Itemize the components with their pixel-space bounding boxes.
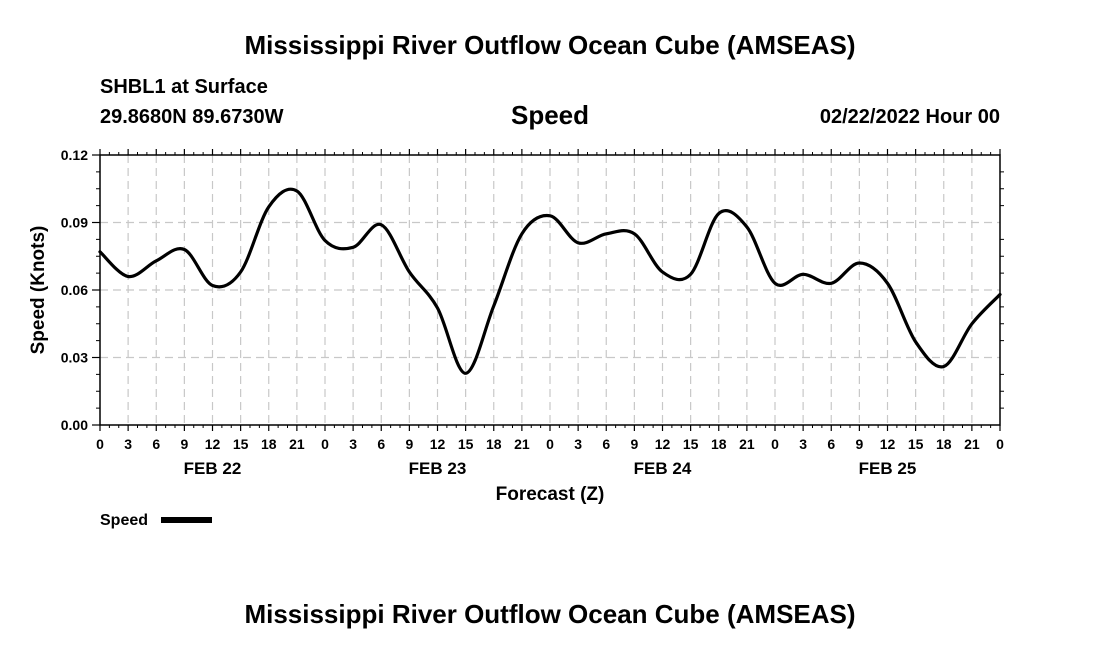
x-tick-label: 0 xyxy=(996,436,1004,452)
y-axis-label: Speed (Knots) xyxy=(28,226,49,355)
x-tick-label: 12 xyxy=(655,436,671,452)
date-label: FEB 25 xyxy=(859,459,917,478)
grid xyxy=(100,155,1000,425)
x-tick-label: 0 xyxy=(321,436,329,452)
date-labels: FEB 22 FEB 23 FEB 24 FEB 25 xyxy=(184,459,917,478)
x-tick-label: 18 xyxy=(486,436,502,452)
x-tick-label: 0 xyxy=(771,436,779,452)
x-tick-label: 9 xyxy=(630,436,638,452)
x-tick-label: 6 xyxy=(152,436,160,452)
x-tick-label: 12 xyxy=(430,436,446,452)
x-tick-label: 9 xyxy=(855,436,863,452)
series-layer xyxy=(98,187,1002,375)
plot-frame xyxy=(99,154,1001,426)
x-tick-label: 15 xyxy=(233,436,249,452)
x-tick-label: 0 xyxy=(546,436,554,452)
variable-title: Speed xyxy=(510,100,590,130)
x-tick-label: 15 xyxy=(458,436,474,452)
y-tick-label: 0.00 xyxy=(61,417,88,433)
x-tick-label: 18 xyxy=(261,436,277,452)
date-label: FEB 22 xyxy=(184,459,242,478)
speed-series-line xyxy=(98,187,1002,375)
y-tick-label: 0.06 xyxy=(61,282,88,298)
x-tick-label: 6 xyxy=(827,436,835,452)
station-label: SHBL1 at Surface xyxy=(100,76,268,98)
y-tick-label: 0.12 xyxy=(61,147,88,163)
x-tick-label: 21 xyxy=(289,436,305,452)
y-tick-label: 0.09 xyxy=(61,215,88,231)
forecast-datetime: 02/22/2022 Hour 00 xyxy=(819,106,1000,128)
y-tick-labels: 0.00 0.03 0.06 0.09 0.12 xyxy=(61,147,88,433)
y-tick-label: 0.03 xyxy=(61,350,88,366)
x-tick-label: 12 xyxy=(205,436,221,452)
x-tick-label: 3 xyxy=(799,436,807,452)
x-tick-label: 15 xyxy=(908,436,924,452)
x-tick-label: 6 xyxy=(602,436,610,452)
x-tick-label: 12 xyxy=(880,436,896,452)
x-tick-label: 18 xyxy=(936,436,952,452)
x-tick-label: 21 xyxy=(739,436,755,452)
x-tick-label: 3 xyxy=(349,436,357,452)
legend-label: Speed xyxy=(100,512,148,529)
x-tick-labels: 0 3 6 9 12 15 18 21 0 3 6 9 12 15 18 21 0 3 6 9 12 15 18 21 0 3 6 9… xyxy=(96,436,1004,452)
coordinates-label: 29.8680N 89.6730W xyxy=(100,106,284,128)
footer-title: Mississippi River Outflow Ocean Cube (AM… xyxy=(244,599,856,629)
x-axis-label: Forecast (Z) xyxy=(496,484,605,505)
x-tick-label: 15 xyxy=(683,436,699,452)
x-tick-label: 18 xyxy=(711,436,727,452)
chart-title: Mississippi River Outflow Ocean Cube (AM… xyxy=(244,30,856,60)
x-tick-label: 21 xyxy=(514,436,530,452)
date-label: FEB 23 xyxy=(409,459,467,478)
x-tick-label: 21 xyxy=(964,436,980,452)
x-tick-label: 6 xyxy=(377,436,385,452)
date-label: FEB 24 xyxy=(634,459,692,478)
x-tick-label: 9 xyxy=(405,436,413,452)
x-tick-label: 3 xyxy=(124,436,132,452)
x-tick-label: 3 xyxy=(574,436,582,452)
legend: Speed xyxy=(100,512,212,529)
x-tick-label: 0 xyxy=(96,436,104,452)
x-tick-label: 9 xyxy=(180,436,188,452)
